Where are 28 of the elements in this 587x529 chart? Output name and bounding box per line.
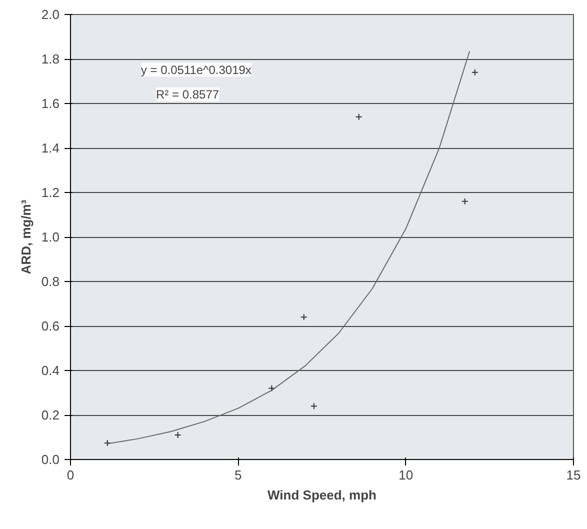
y-tick-label: 0.2 <box>41 408 60 422</box>
y-tick-label: 0.0 <box>41 452 60 467</box>
point <box>310 402 318 410</box>
annotation: y = 0.0511e^0.3019x <box>140 62 252 77</box>
y-tick-label: 1.2 <box>41 185 60 200</box>
y-tick-label: 1.0 <box>41 230 60 244</box>
y-tick-label: 1.4 <box>41 140 60 156</box>
y-tick-label: 0.8 <box>41 274 60 289</box>
y-tick-label: 1.8 <box>41 52 60 66</box>
x-tick-label: 15 <box>566 468 581 482</box>
point <box>174 432 182 439</box>
point <box>268 384 276 392</box>
point <box>471 68 478 76</box>
point <box>461 198 468 205</box>
line-series <box>106 50 470 444</box>
x-axis-title: Wind Speed, mph <box>268 488 377 502</box>
y-axis-title: ARD, mg/m³ <box>18 199 34 274</box>
x-tick-label: 10 <box>398 468 414 482</box>
y-tick-label: 1.6 <box>41 96 60 111</box>
annotation: R² = 0.8577 <box>156 87 220 102</box>
x-tick-label: 0 <box>66 468 74 482</box>
point <box>300 314 308 321</box>
point <box>104 440 111 447</box>
x-tick-label: 5 <box>234 468 242 482</box>
y-tick-label: 0.4 <box>41 363 60 378</box>
y-tick-label: 2.0 <box>41 7 60 22</box>
point <box>355 113 362 120</box>
y-tick-label: 0.6 <box>41 318 60 334</box>
